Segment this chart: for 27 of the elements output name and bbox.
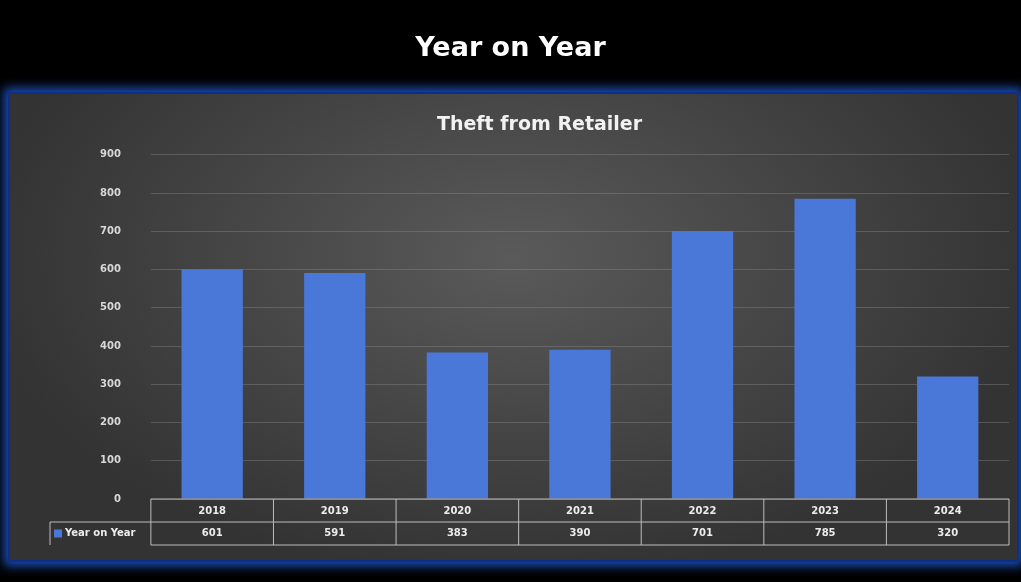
y-tick-label: 700 bbox=[100, 224, 121, 236]
y-tick-label: 300 bbox=[100, 377, 121, 389]
x-tick-label: 2023 bbox=[811, 504, 840, 516]
x-tick-label: 2018 bbox=[198, 504, 227, 516]
y-tick-label: 0 bbox=[113, 492, 121, 504]
x-tick-label: 2022 bbox=[688, 504, 717, 516]
data-label: 320 bbox=[937, 527, 959, 539]
data-label: 601 bbox=[201, 527, 223, 539]
x-tick-label: 2019 bbox=[320, 504, 349, 516]
y-tick-label: 800 bbox=[100, 186, 121, 198]
y-tick-label: 500 bbox=[100, 301, 121, 313]
y-tick-label: 400 bbox=[100, 339, 121, 351]
data-label: 591 bbox=[324, 527, 346, 539]
y-tick-label: 200 bbox=[100, 416, 121, 428]
data-label: 390 bbox=[569, 527, 591, 539]
chart-title: Year on Year bbox=[0, 0, 1021, 88]
y-tick-label: 600 bbox=[100, 263, 121, 275]
x-tick-label: 2024 bbox=[933, 504, 962, 516]
data-label: 383 bbox=[446, 527, 468, 539]
x-tick-label: 2021 bbox=[566, 504, 594, 516]
data-label: 701 bbox=[692, 527, 713, 539]
y-tick-label: 900 bbox=[100, 148, 121, 160]
data-label: 785 bbox=[814, 527, 836, 539]
chart-subtitle: Theft from Retailer bbox=[436, 112, 643, 135]
x-tick-label: 2020 bbox=[443, 504, 472, 516]
legend-label: Year on Year bbox=[64, 527, 136, 539]
y-tick-label: 100 bbox=[100, 454, 121, 466]
